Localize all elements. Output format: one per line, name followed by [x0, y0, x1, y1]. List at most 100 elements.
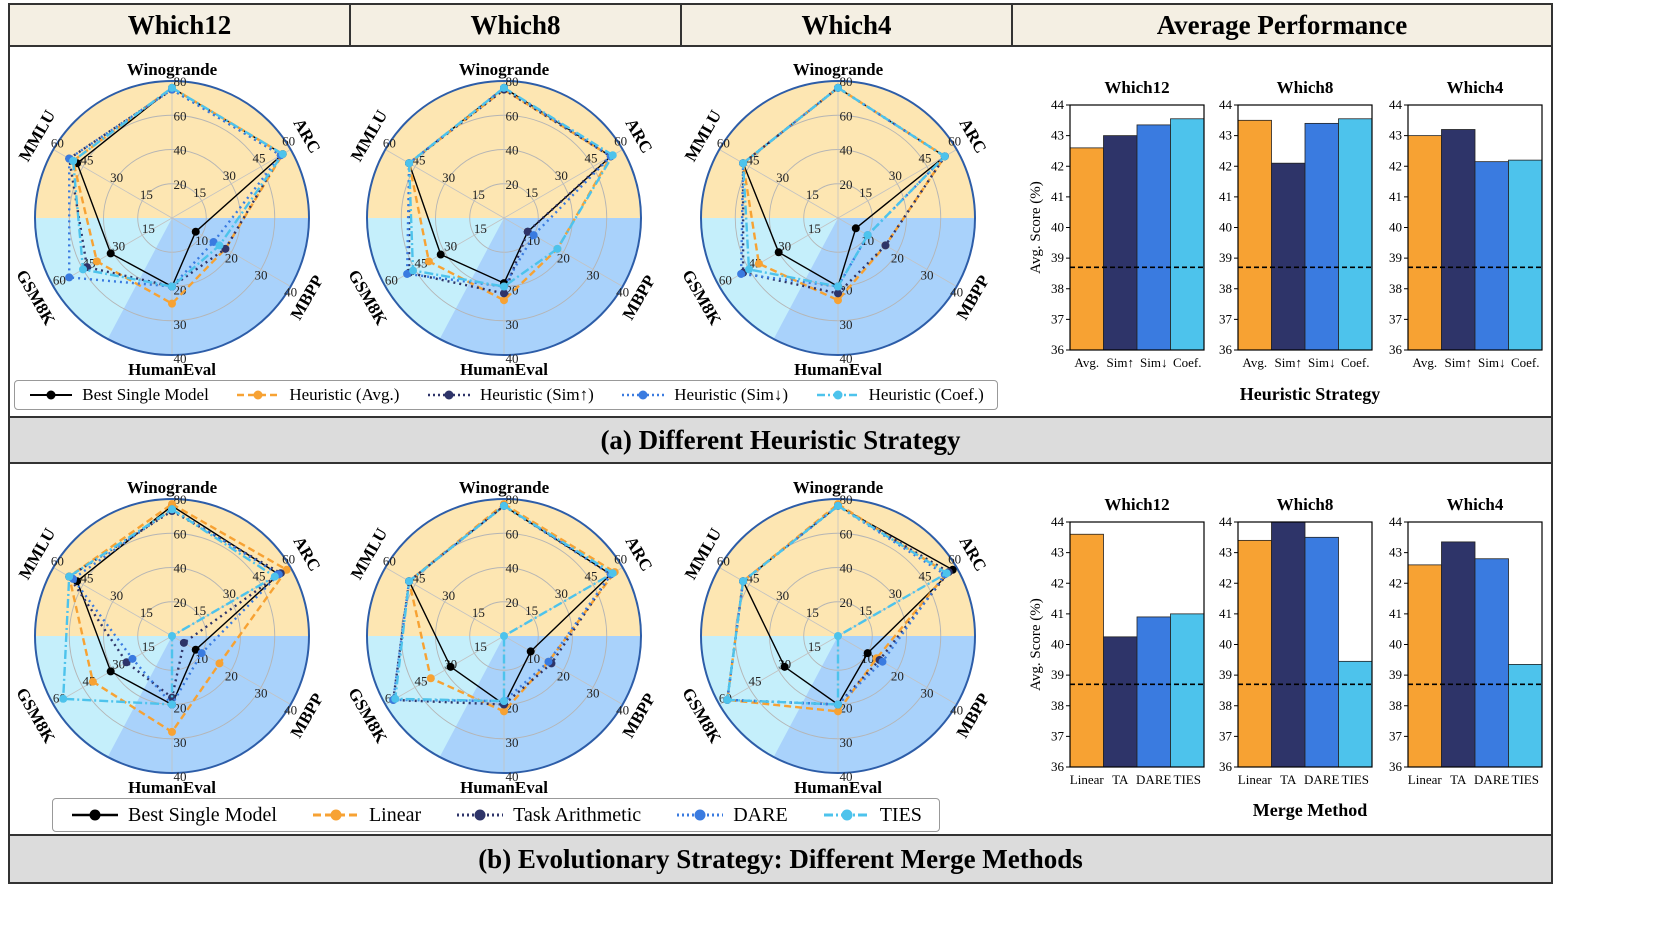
- x-tick-label: Sim↑: [1275, 355, 1302, 370]
- y-tick-label: 37: [1219, 311, 1233, 326]
- legend-marker: [30, 390, 73, 400]
- caption-b: (b) Evolutionary Strategy: Different Mer…: [8, 834, 1553, 884]
- tick-label: 20: [506, 177, 519, 192]
- series-point-best: [191, 645, 200, 654]
- series-point-orange: [424, 257, 433, 266]
- y-tick-label: 36: [1389, 342, 1403, 357]
- series-point-cyan: [65, 572, 74, 581]
- grid-spoke: [503, 217, 623, 287]
- grid-spoke: [385, 635, 505, 705]
- tick-label: 80: [506, 492, 519, 507]
- legend-marker: [427, 390, 470, 400]
- y-tick-label: 37: [1219, 728, 1233, 743]
- header-average-performance: Average Performance: [1011, 3, 1553, 47]
- outer-ring: [366, 80, 642, 356]
- radar-background: [701, 499, 975, 773]
- legend-marker: [622, 390, 665, 400]
- tick-label: 30: [776, 170, 789, 185]
- axis-label-humaneval: HumanEval: [128, 778, 216, 797]
- y-tick-label: 39: [1219, 667, 1232, 682]
- tick-label: 40: [174, 143, 187, 158]
- radar-b-Which8: 2040608015304560102030402030401530456015…: [344, 478, 659, 797]
- series-point-blue: [197, 649, 206, 658]
- x-tick-label: DARE: [1136, 772, 1171, 787]
- series-point-navy: [523, 227, 532, 236]
- series-point-cyan: [863, 231, 872, 240]
- series-point-cyan: [168, 282, 176, 291]
- radar-background: [35, 81, 309, 355]
- legend-marker: [816, 390, 859, 400]
- series-point-cyan: [500, 282, 508, 291]
- tick-label: 15: [472, 187, 485, 202]
- tick-label: 40: [174, 561, 187, 576]
- series-point-blue: [737, 269, 746, 278]
- y-tick-label: 36: [1219, 342, 1233, 357]
- tick-label: 45: [415, 673, 428, 688]
- x-tick-label: Linear: [1070, 772, 1105, 787]
- outer-ring: [366, 498, 642, 774]
- tick-label: 40: [840, 143, 853, 158]
- bar-Sim↑: [1103, 135, 1138, 351]
- tick-label: 15: [140, 187, 153, 202]
- x-tick-label: Coef.: [1341, 355, 1370, 370]
- y-tick-label: 38: [1051, 281, 1064, 296]
- series-point-cyan: [168, 83, 176, 92]
- legend-a-item: Best Single Model: [28, 385, 209, 405]
- bar-xtitle-b: Merge Method: [1252, 800, 1368, 820]
- y-tick-label: 43: [1051, 128, 1064, 143]
- tick-label: 45: [81, 571, 94, 586]
- tick-label: 40: [174, 769, 187, 784]
- tick-label: 10: [195, 233, 208, 248]
- grid-spoke: [837, 149, 957, 219]
- tick-label: 45: [918, 569, 931, 584]
- legend-b-item: Task Arithmetic: [455, 804, 641, 827]
- tick-label: 40: [616, 703, 629, 718]
- tick-label: 20: [174, 595, 187, 610]
- tick-label: 45: [252, 569, 265, 584]
- series-point-blue: [529, 231, 538, 240]
- tick-label: 30: [444, 238, 457, 253]
- tick-label: 30: [920, 685, 933, 700]
- series-point-cyan: [723, 695, 732, 704]
- x-tick-label: Coef.: [1511, 355, 1540, 370]
- y-tick-label: 40: [1219, 220, 1232, 235]
- y-tick-label: 40: [1051, 637, 1064, 652]
- tick-label: 30: [840, 735, 853, 750]
- y-tick-label: 41: [1051, 189, 1064, 204]
- y-tick-label: 44: [1389, 514, 1403, 529]
- legend-marker: [457, 809, 504, 821]
- y-tick-label: 41: [1219, 189, 1232, 204]
- series-point-blue: [878, 657, 887, 666]
- legend-marker: [72, 809, 119, 821]
- y-tick-label: 39: [1219, 250, 1232, 265]
- x-tick-label: Avg.: [1242, 355, 1267, 370]
- tick-label: 30: [555, 168, 568, 183]
- y-tick-label: 41: [1051, 606, 1064, 621]
- bar-DARE: [1304, 536, 1339, 768]
- tick-label: 60: [385, 273, 398, 288]
- series-point-best: [526, 647, 535, 656]
- series-point-blue: [544, 657, 553, 666]
- x-tick-label: Linear: [1238, 772, 1273, 787]
- bar-subplot-title: Which8: [1277, 78, 1334, 97]
- bar-subplot-title: Which12: [1104, 78, 1169, 97]
- tick-label: 30: [889, 168, 902, 183]
- y-tick-label: 37: [1389, 311, 1403, 326]
- legend-a-label: Heuristic (Avg.): [289, 385, 400, 404]
- outer-ring: [700, 80, 976, 356]
- series-point-cyan: [500, 501, 508, 510]
- legend-b-item: TIES: [822, 804, 922, 827]
- tick-label: 40: [506, 351, 519, 366]
- tick-label: 40: [506, 561, 519, 576]
- tick-label: 15: [193, 185, 206, 200]
- series-point-cyan: [834, 83, 842, 92]
- y-tick-label: 42: [1051, 575, 1064, 590]
- series-point-best: [106, 249, 115, 258]
- x-tick-label: Coef.: [1173, 355, 1202, 370]
- legend-b-item: Linear: [311, 804, 421, 827]
- plot-frame: [1407, 521, 1543, 768]
- tick-label: 30: [174, 735, 187, 750]
- tick-label: 30: [254, 685, 267, 700]
- tick-label: 30: [110, 588, 123, 603]
